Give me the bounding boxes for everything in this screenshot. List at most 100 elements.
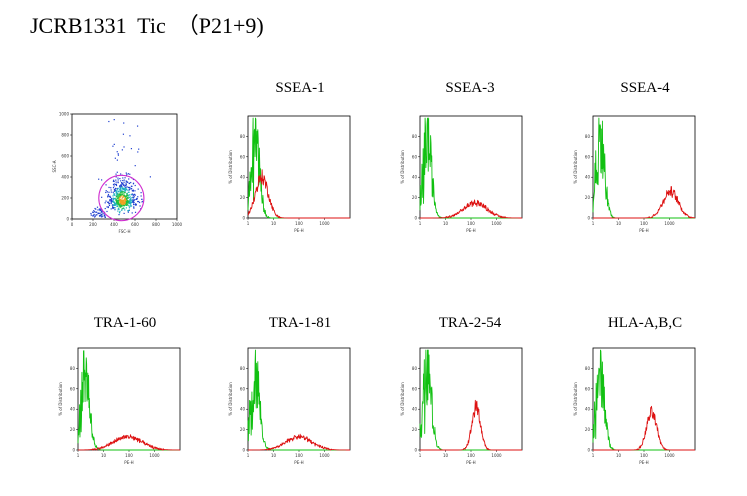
scatter-point-517 [117,203,119,205]
hist2-ytick-label-4: 80 [412,134,418,139]
scatter-point-532 [107,201,109,203]
scatter-point-343 [133,201,135,203]
scatter-point-564 [113,119,115,121]
scatter-point-340 [123,196,125,198]
scatter-point-400 [127,211,129,213]
scatter-point-168 [126,180,128,183]
scatter-point-436 [108,191,110,193]
scatter-point-247 [131,185,133,187]
scatter-point-243 [121,207,123,210]
scatter-point-431 [108,195,110,198]
scatter-point-505 [95,211,97,213]
scatter-point-269 [118,196,121,199]
scatter-point-468 [127,200,129,202]
scatter-ylabel: SSC-A [52,160,57,172]
scatter-point-160 [128,209,130,211]
scatter-point-526 [124,195,126,197]
scatter-point-582 [130,201,133,203]
scatter-point-346 [95,214,97,216]
hist2-xtick-label-0: 1 [419,221,422,226]
scatter-point-18 [119,189,121,191]
scatter-point-379 [122,191,124,193]
scatter-point-633 [122,201,124,204]
scatter-point-181 [121,209,123,211]
scatter-point-225 [140,192,142,194]
scatter-point-139 [117,193,119,195]
hist3-ylabel: % of Distribution [573,150,578,184]
scatter-point-508 [121,186,123,188]
scatter-xtick-label-3: 600 [131,222,139,227]
scatter-point-629 [119,196,122,198]
scatter-point-430 [133,193,135,196]
scatter-point-595 [116,203,118,205]
scatter-point-634 [125,204,127,206]
hist7-ytick-label-0: 0 [587,448,590,453]
scatter-point-447 [120,191,122,193]
hist6-series-stained [419,399,523,451]
hist2-series-stained [419,199,523,219]
scatter-point-429 [120,200,122,202]
scatter-point-514 [112,195,114,197]
scatter-point-569 [94,216,96,218]
scatter-point-354 [110,187,112,189]
scatter-point-111 [90,214,92,216]
hist1-xlabel: PE-H [294,228,303,233]
scatter-ytick-label-1: 200 [61,196,69,201]
scatter-point-558 [93,210,95,212]
scatter-point-273 [117,195,119,197]
scatter-point-487 [101,216,103,218]
scatter-point-240 [131,188,133,190]
scatter-point-129 [102,215,104,217]
scatter-point-437 [123,189,125,191]
scatter-point-148 [124,203,126,205]
scatter-point-145 [118,193,120,195]
hist5-xtick-label-0: 1 [247,453,250,458]
scatter-point-299 [101,212,103,214]
scatter-point-485 [122,200,124,202]
scatter-point-286 [125,186,127,189]
hist1-xtick-label-3: 1000 [319,221,330,226]
hist4-xtick-label-0: 1 [77,453,80,458]
scatter-point-395 [131,212,133,214]
scatter-point-159 [132,199,134,201]
histogram-ssea4: 1 10 100 1000 0 20 40 60 80 PE-H % of Distribution [573,115,696,233]
scatter-point-543 [127,210,129,212]
hist4-ytick-label-1: 20 [70,427,76,432]
scatter-point-320 [121,183,123,185]
scatter-point-252 [120,188,122,190]
scatter-point-555 [124,202,126,204]
panel-title-tra160: TRA-1-60 [93,315,157,331]
hist2-xtick-label-2: 100 [467,221,475,226]
scatter-xtick-label-4: 800 [152,222,160,227]
scatter-point-586 [130,181,132,184]
scatter-point-565 [125,207,127,209]
scatter-point-493 [128,186,130,189]
scatter-point-570 [110,189,112,191]
scatter-point-270 [129,135,131,137]
hist1-ytick-label-3: 60 [240,154,246,159]
scatter-point-294 [117,189,119,191]
scatter-xtick-label-1: 200 [89,222,97,227]
scatter-point-538 [94,207,96,210]
scatter-point-477 [119,190,122,192]
hist5-ytick-label-0: 0 [242,448,245,453]
scatter-point-639 [112,198,115,200]
scatter-point-209 [129,205,131,208]
scatter-point-87 [115,190,117,192]
scatter-point-647 [97,212,99,215]
panel-title-ssea1: SSEA-1 [275,80,325,96]
scatter-point-105 [99,212,101,214]
scatter-point-59 [119,190,121,192]
scatter-point-66 [119,192,121,194]
scatter-point-268 [129,173,131,175]
scatter-point-594 [119,187,121,189]
scatter-point-560 [112,206,114,209]
hist7-xtick-label-2: 100 [640,453,648,458]
scatter-point-553 [100,214,102,217]
scatter-point-358 [125,202,127,204]
scatter-point-452 [123,179,125,181]
scatter-point-470 [119,201,121,203]
scatter-point-577 [111,200,113,202]
scatter-point-368 [112,197,114,199]
hist3-ytick-label-0: 0 [587,216,590,221]
